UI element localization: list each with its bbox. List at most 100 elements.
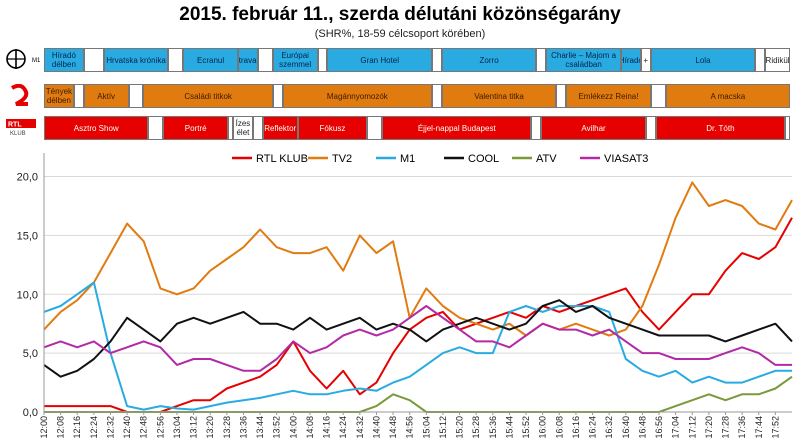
x-tick-label: 15:52 xyxy=(521,416,531,439)
legend-label: RTL KLUB xyxy=(256,153,308,165)
rtl-klub-logo-icon: RTL KLUB xyxy=(6,119,36,137)
tv2-program-block: Tények délben xyxy=(44,84,74,108)
chart-title: 2015. február 11., szerda délutáni közön… xyxy=(179,4,621,25)
x-tick-label: 15:44 xyxy=(504,416,514,439)
svg-text:RTL: RTL xyxy=(8,122,22,129)
tv2-program-block xyxy=(128,84,144,108)
legend-label: TV2 xyxy=(332,153,352,165)
series-line-m1 xyxy=(43,281,792,411)
y-tick-label: 0,0 xyxy=(23,407,38,419)
x-tick-label: 14:00 xyxy=(288,416,298,439)
x-tick-label: 12:48 xyxy=(139,416,149,439)
x-tick-label: 15:12 xyxy=(438,416,448,439)
m1-program-block xyxy=(83,48,104,72)
x-tick-label: 14:56 xyxy=(405,416,415,439)
tv2-program-block: Valentina titka xyxy=(441,84,557,108)
x-tick-label: 12:32 xyxy=(105,416,115,439)
x-tick-label: 13:20 xyxy=(205,416,215,439)
m1-program-block: Híradó xyxy=(620,48,641,72)
rtl-program-block: Éjjel-nappal Budapest xyxy=(382,116,532,140)
x-tick-label: 15:20 xyxy=(455,416,465,439)
x-tick-label: 15:28 xyxy=(471,416,481,439)
chart-subtitle: (SHR%, 18-59 célcsoport körében) xyxy=(314,28,486,40)
y-tick-label: 15,0 xyxy=(17,230,38,242)
series-line-rtl-klub xyxy=(44,217,793,413)
x-tick-label: 13:36 xyxy=(238,416,248,439)
tv2-program-block xyxy=(650,84,666,108)
x-tick-label: 12:56 xyxy=(155,416,165,439)
x-tick-label: 13:12 xyxy=(189,416,199,439)
x-tick-label: 13:28 xyxy=(222,416,232,439)
rtl-program-block: Reflektor xyxy=(262,116,298,140)
series-line-cool xyxy=(43,299,793,378)
x-tick-label: 12:08 xyxy=(56,416,66,439)
legend-label: COOL xyxy=(468,153,499,165)
x-tick-label: 17:12 xyxy=(687,416,697,439)
series-line-viasat3 xyxy=(43,305,792,372)
m1-program-block: Európai szemmel xyxy=(272,48,318,72)
m1-program-block xyxy=(431,48,442,72)
x-tick-label: 17:44 xyxy=(754,416,764,439)
x-tick-label: 12:24 xyxy=(89,416,99,439)
x-tick-label: 12:00 xyxy=(39,416,49,439)
share-line-chart: RTL KLUB TV2 M1 COOL ATV VIASAT3 0,0 5,0 10,0 15… xyxy=(17,153,793,439)
x-tick-label: 17:20 xyxy=(704,416,714,439)
tv2-program-block xyxy=(556,84,567,108)
rtl-program-block xyxy=(645,116,656,140)
tv2-program-block: A macska xyxy=(665,84,790,108)
m1-program-block: Gran Hotel xyxy=(327,48,432,72)
x-tick-label: 14:24 xyxy=(338,416,348,439)
x-tick-label: 16:16 xyxy=(571,416,581,439)
y-tick-label: 5,0 xyxy=(23,348,38,360)
x-tick-label: 16:00 xyxy=(538,416,548,439)
rtl-program-block xyxy=(228,116,233,140)
m1-program-block: Ridikül xyxy=(765,48,790,72)
tv2-program-block xyxy=(272,84,283,108)
m1-program-block: Híradó délben xyxy=(44,48,84,72)
legend-label: VIASAT3 xyxy=(604,153,648,165)
rtl-program-block xyxy=(531,116,542,140)
rtl-program-block xyxy=(252,116,263,140)
m1-program-block xyxy=(755,48,766,72)
m1-program-block: Zorro xyxy=(441,48,537,72)
rtl-program-block: Avilhar xyxy=(541,116,646,140)
x-tick-label: 16:56 xyxy=(654,416,664,439)
m1-program-block: Charlie – Majom a családban xyxy=(546,48,621,72)
rtl-program-block: Portré xyxy=(163,116,228,140)
rtl-program-block xyxy=(367,116,383,140)
svg-text:KLUB: KLUB xyxy=(10,131,26,137)
m1-program-block: Hrvatska krónika xyxy=(103,48,169,72)
x-tick-label: 14:40 xyxy=(371,416,381,439)
m1-program-block: + xyxy=(640,48,651,72)
x-tick-label: 13:52 xyxy=(272,416,282,439)
svg-text:M1: M1 xyxy=(32,58,40,64)
rtl-program-block: Asztro Show xyxy=(44,116,149,140)
m1-program-block: Útravaló xyxy=(237,48,258,72)
legend-label: M1 xyxy=(400,153,415,165)
x-tick-label: 17:36 xyxy=(737,416,747,439)
tv2-logo-icon xyxy=(10,84,29,106)
x-tick-label: 16:48 xyxy=(637,416,647,439)
x-tick-label: 14:08 xyxy=(305,416,315,439)
x-tick-label: 16:08 xyxy=(554,416,564,439)
x-tick-label: 14:32 xyxy=(355,416,365,439)
m1-logo-icon: M1 xyxy=(6,49,40,69)
tv2-program-block: Emlékezz Reina! xyxy=(566,84,651,108)
x-tick-label: 12:16 xyxy=(72,416,82,439)
x-tick-label: 16:40 xyxy=(621,416,631,439)
m1-program-block xyxy=(317,48,328,72)
x-tick-label: 15:04 xyxy=(421,416,431,439)
tv2-program-block: Aktív xyxy=(83,84,129,108)
x-tick-label: 15:36 xyxy=(488,416,498,439)
tv2-program-block xyxy=(73,84,84,108)
x-tick-label: 16:24 xyxy=(588,416,598,439)
tv2-program-block: Magánnyomozók xyxy=(282,84,432,108)
rtl-program-block: Fókusz xyxy=(297,116,368,140)
x-tick-label: 16:32 xyxy=(604,416,614,439)
rtl-program-block: Ízes élet xyxy=(232,116,253,140)
legend-label: ATV xyxy=(536,153,557,165)
m1-program-block xyxy=(536,48,547,72)
x-tick-label: 17:28 xyxy=(721,416,731,439)
x-tick-label: 12:40 xyxy=(122,416,132,439)
rtl-program-block: Dr. Tóth xyxy=(655,116,786,140)
